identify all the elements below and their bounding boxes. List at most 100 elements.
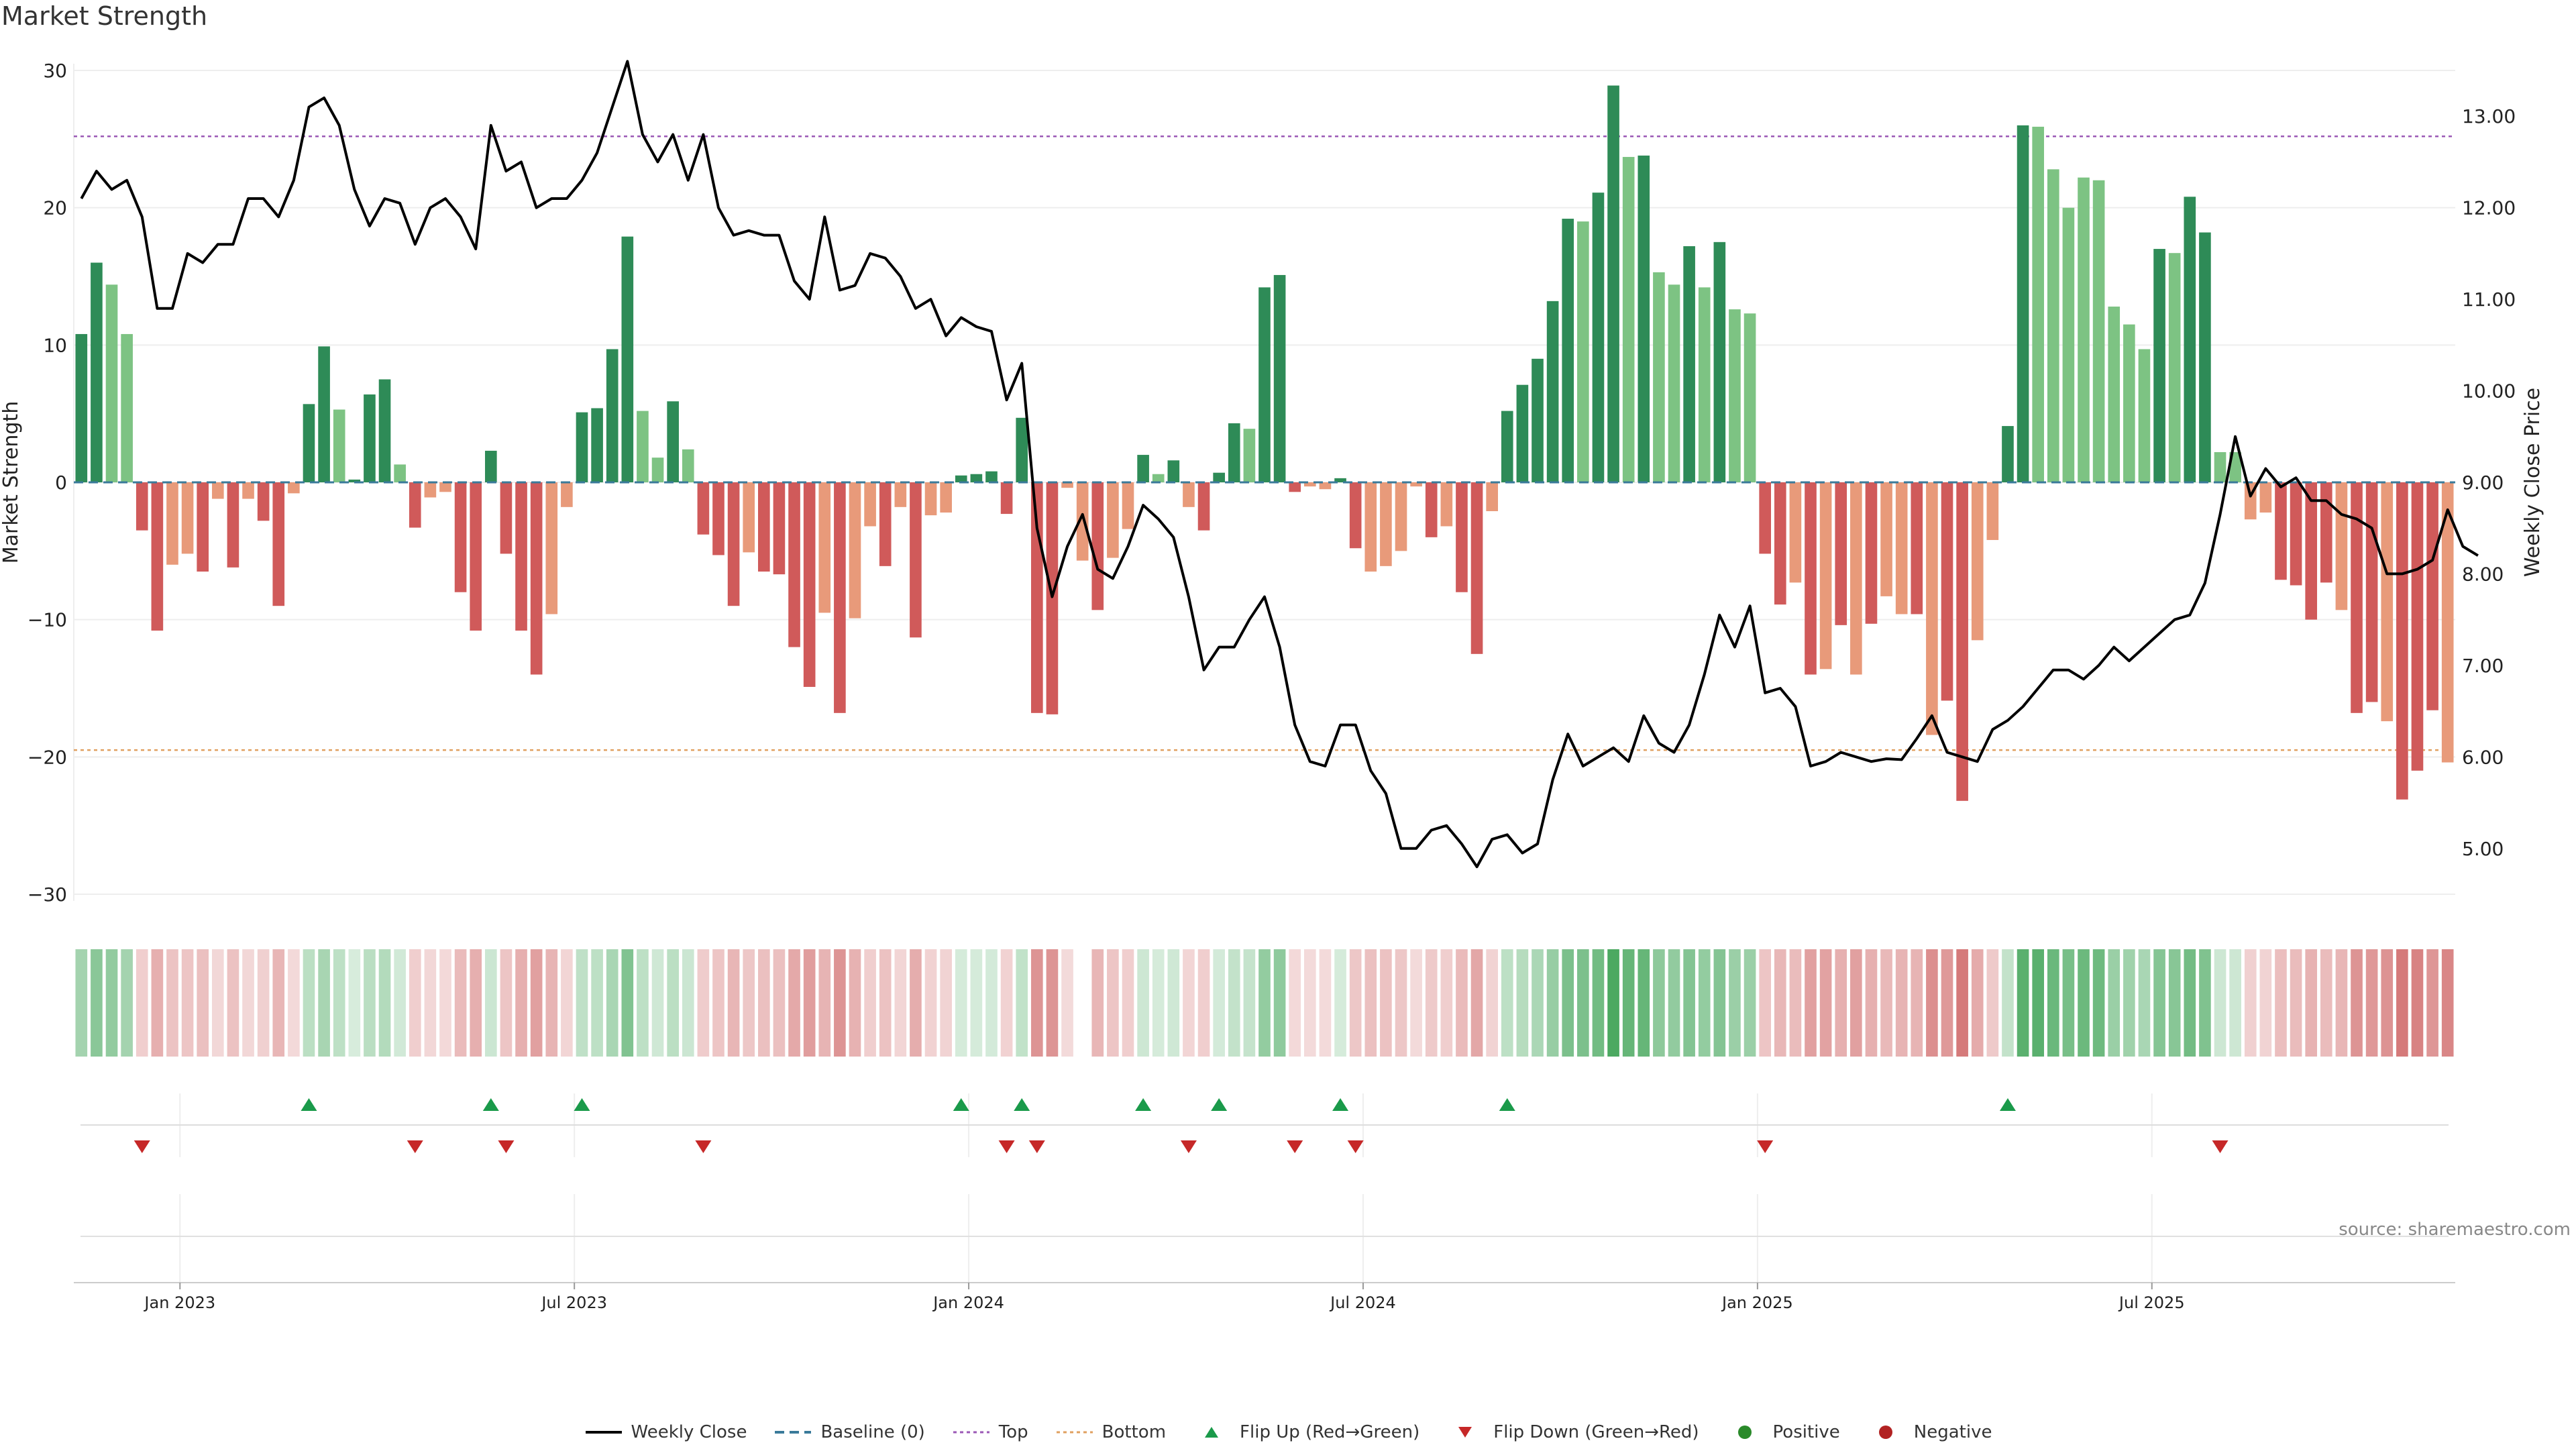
strength-bar — [333, 409, 345, 482]
heat-cell — [1319, 949, 1332, 1057]
heat-cell — [1395, 949, 1407, 1057]
heat-cell — [591, 949, 603, 1057]
strength-bar — [484, 450, 497, 482]
strength-bar — [1243, 429, 1256, 482]
heat-cell — [1774, 949, 1786, 1057]
strength-bar — [91, 262, 103, 482]
strength-bar — [2184, 197, 2196, 482]
strength-bar — [773, 482, 786, 575]
strength-bar — [303, 404, 315, 482]
strength-bar — [378, 379, 391, 482]
heat-cell — [2290, 949, 2302, 1057]
strength-bar — [1729, 309, 1741, 482]
strength-bar — [1592, 193, 1605, 482]
heat-cell — [788, 949, 800, 1057]
strength-bar — [2002, 426, 2014, 482]
flip-up-marker — [1332, 1098, 1349, 1111]
strength-bar — [1273, 274, 1286, 482]
heat-cell — [272, 949, 285, 1057]
legend-label: Baseline (0) — [820, 1422, 925, 1442]
strength-bar — [348, 479, 361, 482]
y2-tick-label: 8.00 — [2462, 563, 2504, 585]
heat-cell — [561, 949, 573, 1057]
heat-cell — [424, 949, 437, 1057]
heat-cell — [105, 949, 118, 1057]
strength-bar — [257, 482, 270, 521]
strength-bar — [288, 482, 300, 494]
source-label: source: sharemaestro.com — [2339, 1220, 2571, 1240]
y-axis-right: 13.00 12.00 11.00 10.00 9.00 8.00 7.00 6.00 5.00… — [2462, 105, 2544, 860]
heat-cell — [1880, 949, 1892, 1057]
heat-cell — [1061, 949, 1073, 1057]
strength-bar — [2092, 180, 2105, 482]
flip-down-marker — [1287, 1140, 1303, 1153]
strength-bar — [439, 482, 451, 492]
heat-cell — [1031, 949, 1043, 1057]
strength-bar — [2259, 482, 2272, 513]
strength-bar — [1774, 482, 1786, 605]
heat-cell — [1107, 949, 1119, 1057]
strength-bar — [1107, 482, 1119, 558]
strength-bar — [1880, 482, 1892, 596]
strength-bar — [1713, 241, 1726, 482]
heat-cell — [1638, 949, 1650, 1057]
heat-cell — [1607, 949, 1619, 1057]
heat-cell — [484, 949, 497, 1057]
heat-strip — [75, 949, 2454, 1057]
heat-cell — [1016, 949, 1028, 1057]
strength-bar — [682, 449, 694, 482]
strength-bar — [1304, 482, 1316, 487]
heat-cell — [2259, 949, 2272, 1057]
strength-bar — [1805, 482, 1817, 675]
heat-cell — [712, 949, 724, 1057]
heat-cell — [1243, 949, 1256, 1057]
strength-bar — [2275, 482, 2287, 580]
heat-cell — [242, 949, 254, 1057]
strength-bar — [924, 482, 937, 516]
strength-bar — [1911, 482, 1923, 614]
heat-cell — [500, 949, 513, 1057]
heat-cell — [1562, 949, 1574, 1057]
heat-cell — [1850, 949, 1862, 1057]
heat-cell — [364, 949, 376, 1057]
legend-swatch — [1458, 1427, 1472, 1438]
heat-cell — [1805, 949, 1817, 1057]
strength-bar — [1789, 482, 1802, 583]
heat-cell — [1091, 949, 1104, 1057]
heat-cell — [151, 949, 164, 1057]
legend-label: Top — [998, 1422, 1028, 1442]
heat-cell — [2381, 949, 2394, 1057]
heat-cell — [743, 949, 755, 1057]
strength-bar — [166, 482, 178, 565]
y-tick-label: −10 — [28, 609, 67, 631]
heat-cell — [1895, 949, 1908, 1057]
strength-bar — [1759, 482, 1771, 554]
heat-cell — [1228, 949, 1240, 1057]
heat-cell — [1546, 949, 1559, 1057]
legend-swatch — [1056, 1431, 1093, 1434]
heat-cell — [955, 949, 967, 1057]
strength-bar — [424, 482, 437, 498]
strength-bar — [1622, 156, 1635, 482]
y2-tick-label: 6.00 — [2462, 746, 2504, 768]
heat-cell — [303, 949, 315, 1057]
flip-markers-panel — [80, 1093, 2449, 1283]
heat-cell — [1046, 949, 1059, 1057]
heat-cell — [1167, 949, 1180, 1057]
strength-bar — [1183, 482, 1195, 507]
strength-bar — [454, 482, 467, 592]
strength-bar — [591, 408, 603, 482]
heat-cell — [2138, 949, 2151, 1057]
heat-cell — [1592, 949, 1605, 1057]
heat-cell — [834, 949, 846, 1057]
flip-down-marker — [1180, 1140, 1197, 1153]
strength-bar — [1743, 313, 1756, 482]
strength-bar — [1501, 411, 1513, 482]
y-tick-label: −20 — [28, 746, 67, 768]
heat-cell — [1440, 949, 1453, 1057]
heat-cell — [2396, 949, 2408, 1057]
heat-cell — [818, 949, 831, 1057]
heat-cell — [211, 949, 224, 1057]
strength-bar — [894, 482, 907, 507]
heat-cell — [1456, 949, 1468, 1057]
